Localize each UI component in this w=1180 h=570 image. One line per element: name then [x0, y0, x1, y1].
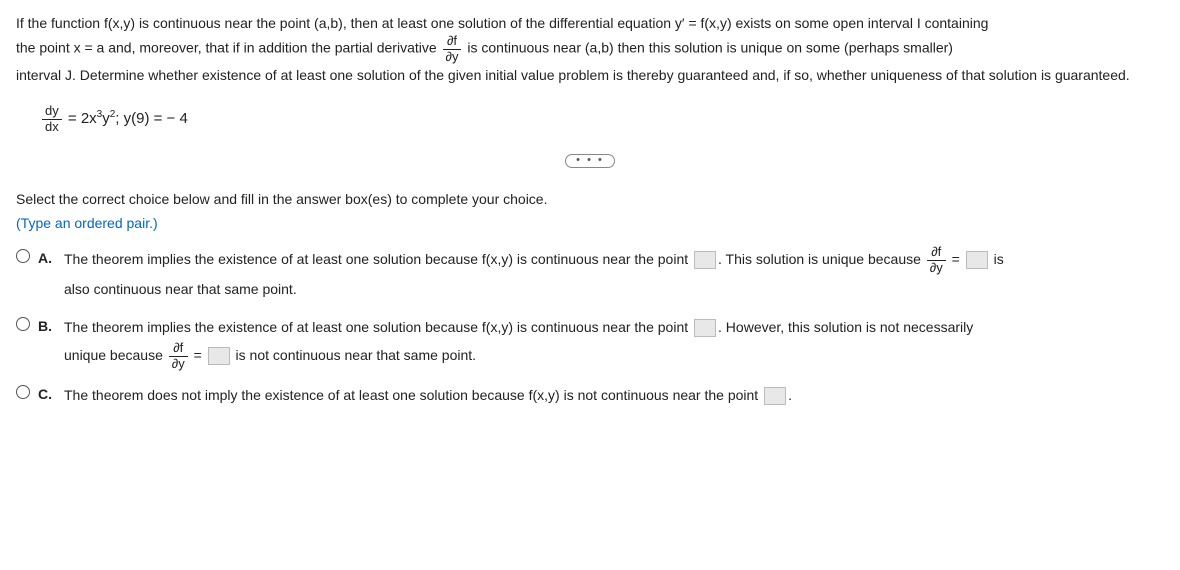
partial-fraction-b: ∂f ∂y	[169, 341, 188, 371]
choice-b-label: B.	[38, 315, 56, 337]
answer-prompt: Select the correct choice below and fill…	[16, 188, 1164, 210]
choice-b-body: The theorem implies the existence of at …	[64, 313, 1164, 371]
blank-a-deriv[interactable]	[966, 251, 988, 269]
choice-a-label: A.	[38, 247, 56, 269]
problem-line2a: the point x = a and, moreover, that if i…	[16, 40, 441, 56]
partial-fraction-a: ∂f ∂y	[927, 245, 946, 275]
choice-c-body: The theorem does not imply the existence…	[64, 381, 1164, 409]
dy-dx-fraction: dy dx	[42, 104, 62, 134]
choice-b: B. The theorem implies the existence of …	[16, 313, 1164, 371]
radio-b[interactable]	[16, 317, 30, 331]
blank-c-point[interactable]	[764, 387, 786, 405]
partial-derivative-fraction: ∂f ∂y	[443, 34, 462, 64]
choice-a-body: The theorem implies the existence of at …	[64, 245, 1164, 303]
problem-line2b: is continuous near (a,b) then this solut…	[467, 40, 953, 56]
choice-c-label: C.	[38, 383, 56, 405]
choice-a: A. The theorem implies the existence of …	[16, 245, 1164, 303]
radio-c[interactable]	[16, 385, 30, 399]
blank-a-point[interactable]	[694, 251, 716, 269]
choice-c: C. The theorem does not imply the existe…	[16, 381, 1164, 409]
problem-line1: If the function f(x,y) is continuous nea…	[16, 15, 988, 31]
blank-b-deriv[interactable]	[208, 347, 230, 365]
problem-statement: If the function f(x,y) is continuous nea…	[16, 12, 1164, 86]
radio-a[interactable]	[16, 249, 30, 263]
blank-b-point[interactable]	[694, 319, 716, 337]
content-divider: • • •	[16, 154, 1164, 168]
choice-list: A. The theorem implies the existence of …	[16, 245, 1164, 409]
ellipsis-icon[interactable]: • • •	[565, 154, 615, 168]
answer-hint: (Type an ordered pair.)	[16, 212, 1164, 234]
initial-value-equation: dy dx = 2x3y2; y(9) = − 4	[40, 104, 1164, 134]
problem-line3: interval J. Determine whether existence …	[16, 67, 1130, 83]
